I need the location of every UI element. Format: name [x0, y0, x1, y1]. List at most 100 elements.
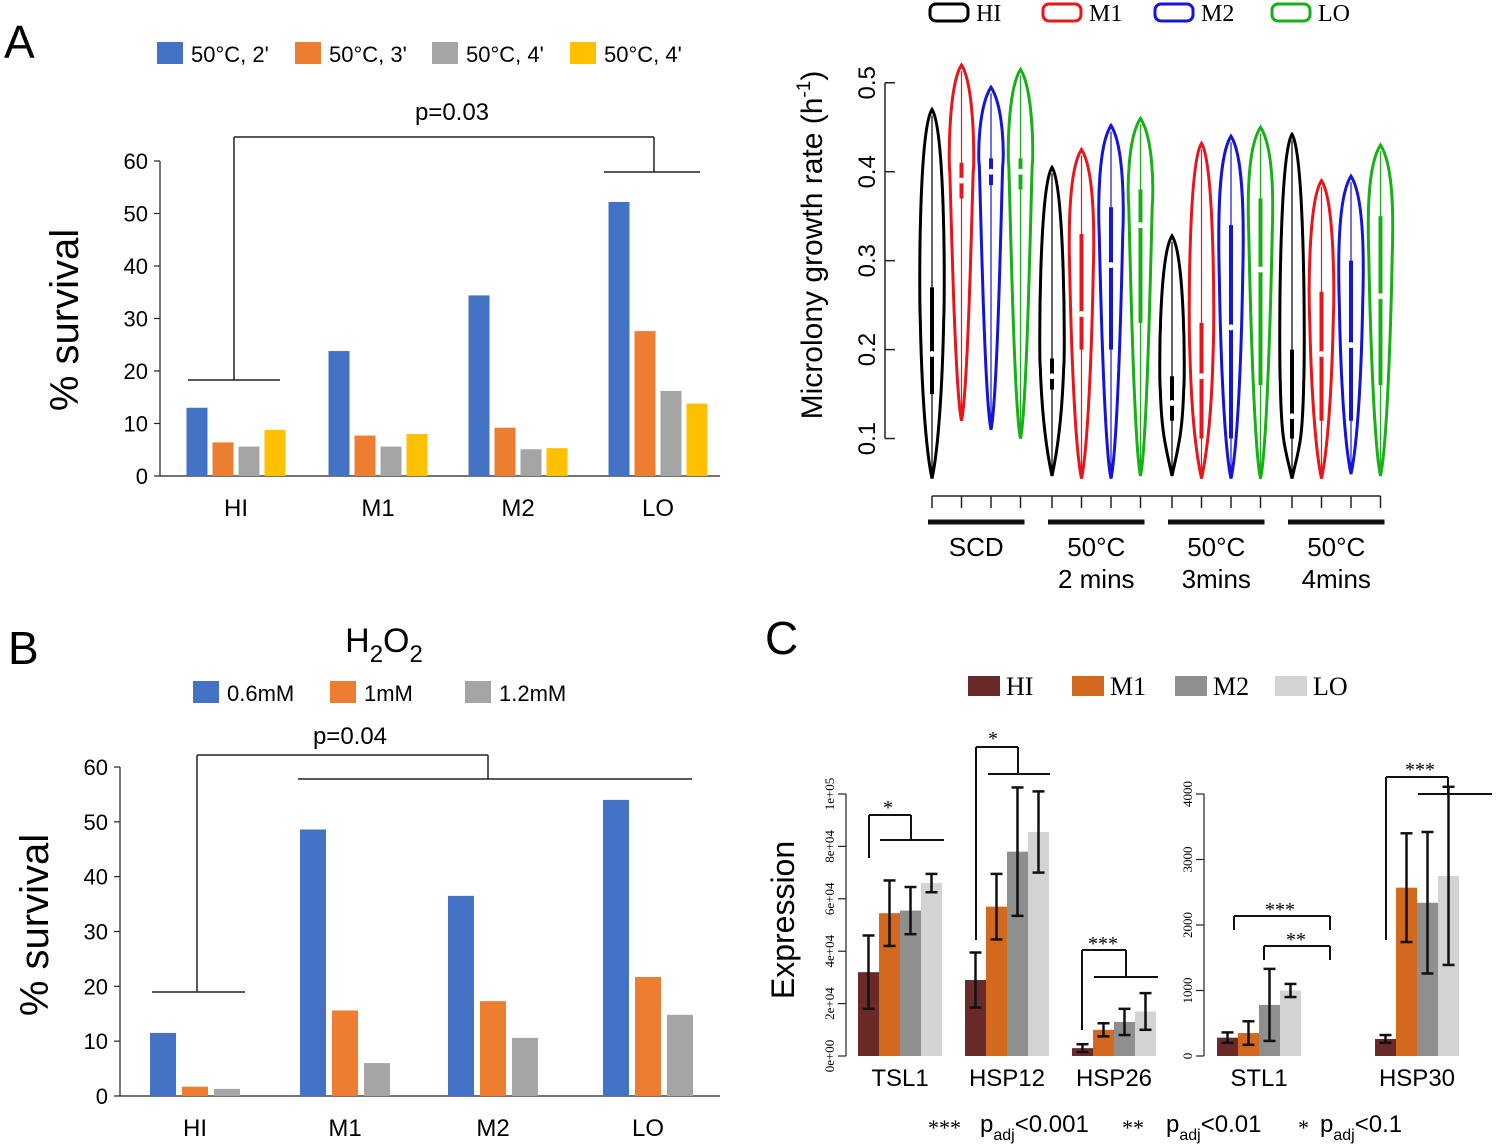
sig-stl1-star3: *** — [1265, 899, 1295, 921]
c-bar-HSP26-3 — [1135, 1011, 1156, 1056]
footnote-padj-1: padj<0.1 — [1320, 1111, 1402, 1144]
violin-median — [958, 177, 965, 184]
c-y-tick-label: 0e+00 — [822, 1040, 837, 1073]
chart-a-violin: HI M1 M2 LO Microlony growth rate (h-1) 0.1… — [794, 1, 1395, 594]
chart-c-footnote: *** padj<0.001 ** padj<0.01 * padj<0.1 — [928, 1111, 1402, 1144]
bar-LO-1 — [634, 331, 656, 476]
bar-M1-0 — [328, 351, 350, 476]
violin-median — [929, 351, 935, 358]
bar-M2-2 — [520, 449, 542, 476]
bar-HI-3 — [264, 429, 286, 476]
c-y-tick-label: 1000 — [1180, 978, 1195, 1004]
bar-M2-3 — [546, 448, 568, 476]
chart-b-significance-bracket — [152, 754, 692, 993]
y-tick-label: 20 — [84, 974, 108, 999]
c-bar-HSP12-2 — [1007, 851, 1028, 1056]
legend-swatch-2 — [465, 681, 491, 703]
c-legend-swatch-LO — [1275, 676, 1307, 696]
bar-LO-0 — [603, 799, 629, 1096]
sig-hsp26-star: *** — [1088, 933, 1118, 955]
c-bar-HSP30-1 — [1396, 887, 1417, 1056]
c-bar-TSL1-2 — [900, 910, 921, 1056]
chart-a-axes: 0 10 20 30 40 50 60 HI M1 M2 LO — [124, 149, 720, 522]
violin-50°C 2 mins-HI — [1038, 164, 1066, 477]
legend-label-2: 50°C, 4' — [466, 42, 544, 67]
violin-50°C 2 mins-M2 — [1097, 122, 1125, 479]
legend-swatch-2 — [432, 42, 458, 64]
violin-y-tick-label: 0.2 — [854, 333, 881, 366]
chart-b-title-sub2: 2 — [410, 641, 423, 668]
y-tick-label: 40 — [84, 865, 108, 890]
violin-median — [1078, 311, 1085, 318]
violin-median — [988, 168, 994, 175]
violin-group-label2-3: 4mins — [1302, 564, 1371, 594]
y-tick-label: 40 — [124, 254, 148, 279]
violin-50°C 3mins-M1 — [1187, 140, 1216, 479]
c-bar-HSP12-1 — [986, 906, 1007, 1056]
violin-50°C 4mins-LO — [1366, 142, 1395, 477]
chart-a-significance-bracket — [188, 136, 700, 381]
violin-axes: 0.1 0.2 0.3 0.4 0.5 — [854, 66, 1382, 508]
x-tick-label: LO — [642, 495, 674, 522]
c-bar-STL1-3 — [1280, 990, 1301, 1056]
legend-swatch-0 — [193, 681, 219, 703]
c-legend-label-HI: HI — [1006, 672, 1033, 701]
chart-c-left-subplot: 0e+00 2e+04 4e+04 6e+04 8e+04 1e+05 TSL1 HSP12 H… — [822, 728, 1158, 1092]
c-gene-label-HSP26: HSP26 — [1076, 1065, 1152, 1092]
violin-group-label-0: SCD — [949, 532, 1004, 562]
bar-M1-1 — [332, 1010, 358, 1096]
violin-50°C 3mins-HI — [1158, 232, 1186, 477]
bar-M2-2 — [512, 1037, 538, 1096]
x-tick-label: M1 — [328, 1115, 361, 1142]
violin-median — [1257, 266, 1264, 273]
violin-SCD-LO — [1006, 66, 1035, 439]
bar-HI-2 — [214, 1088, 240, 1096]
bar-M2-1 — [480, 1001, 506, 1096]
chart-b-pvalue: p=0.04 — [313, 723, 387, 750]
bar-M2-1 — [494, 427, 516, 476]
chart-c-ylabel: Expression — [765, 841, 801, 999]
bar-M1-2 — [364, 1063, 390, 1096]
bar-HI-0 — [186, 407, 208, 476]
violin-median — [1169, 399, 1175, 406]
violin-50°C 4mins-M1 — [1307, 177, 1336, 479]
bar-HI-2 — [238, 446, 260, 476]
bar-M2-0 — [468, 295, 490, 476]
c-bar-HSP26-2 — [1114, 1021, 1135, 1056]
chart-b-title-sub1: 2 — [370, 641, 383, 668]
bar-LO-3 — [686, 403, 708, 476]
c-y-tick-label: 1e+05 — [822, 778, 837, 811]
chart-b-legend: 0.6mM 1mM 1.2mM — [193, 681, 566, 706]
c-gene-label-HSP12: HSP12 — [969, 1065, 1045, 1092]
violin-50°C 4mins-M2 — [1337, 173, 1365, 475]
violin-shapes — [918, 62, 1395, 479]
violin-group-label-2: 50°C — [1187, 532, 1245, 562]
violin-legend-label-M2: M2 — [1201, 1, 1234, 27]
violin-median — [1108, 262, 1114, 269]
violin-legend-label-HI: HI — [976, 1, 1001, 27]
violin-median — [1318, 351, 1325, 358]
violin-median — [1198, 373, 1205, 380]
footnote-stars-1: * — [1298, 1115, 1309, 1140]
sig-tsl1-star: * — [883, 797, 893, 819]
violin-y-tick-label: 0.3 — [854, 244, 881, 277]
legend-swatch-1 — [330, 681, 356, 703]
bar-LO-2 — [667, 1014, 693, 1096]
bar-M1-2 — [380, 446, 402, 476]
chart-b-bars — [150, 799, 693, 1096]
violin-legend-label-LO: LO — [1318, 1, 1350, 27]
legend-swatch-0 — [157, 42, 183, 64]
bar-M1-3 — [406, 434, 428, 476]
chart-b-title: H2O2 — [345, 622, 423, 668]
panel-label-c: C — [765, 612, 798, 664]
y-tick-label: 20 — [124, 359, 148, 384]
x-tick-label: M2 — [501, 495, 534, 522]
footnote-stars-2: ** — [1122, 1115, 1144, 1140]
c-bar-TSL1-0 — [858, 972, 879, 1056]
bar-HI-1 — [212, 442, 234, 476]
violin-y-tick-label: 0.4 — [854, 155, 881, 188]
violin-median — [1289, 413, 1295, 420]
c-legend-label-LO: LO — [1313, 672, 1348, 701]
